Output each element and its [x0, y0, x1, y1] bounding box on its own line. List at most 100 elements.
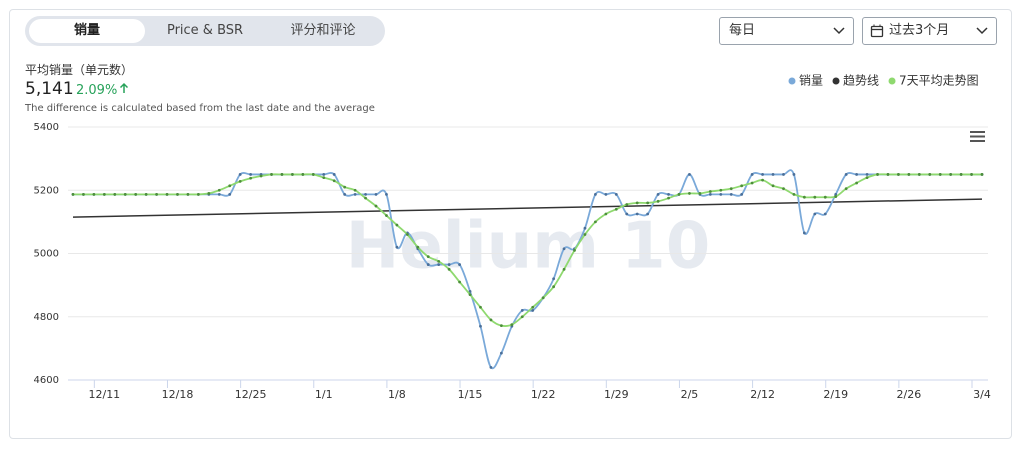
chevron	[833, 27, 845, 35]
point	[980, 173, 984, 176]
chevron	[976, 27, 988, 35]
point	[897, 173, 900, 176]
point	[771, 173, 775, 176]
point	[447, 263, 451, 266]
point	[217, 188, 221, 192]
x-tick-label: 2/19	[823, 388, 848, 401]
point	[813, 195, 817, 199]
point	[479, 305, 482, 309]
point	[322, 173, 326, 176]
point	[594, 192, 597, 196]
point	[844, 187, 848, 191]
up-arrow	[120, 82, 129, 93]
point	[886, 173, 890, 176]
point	[614, 207, 618, 211]
point	[604, 212, 608, 216]
x-tick-label: 2/26	[897, 388, 922, 401]
tab-bar: 销量 Price & BSR 评分和评论	[25, 16, 385, 46]
summary-note: The difference is calculated based from …	[25, 103, 375, 114]
point	[332, 173, 336, 176]
point	[865, 173, 869, 176]
point	[834, 195, 838, 198]
point	[855, 173, 859, 176]
change-text: 2.09%	[76, 83, 118, 98]
point	[750, 181, 754, 185]
point	[771, 184, 775, 188]
tab[interactable]: 评分和评论	[290, 23, 356, 38]
point	[844, 173, 848, 176]
legend-swatch	[888, 77, 896, 85]
x-tick-label: 12/18	[162, 388, 194, 401]
point	[823, 195, 827, 199]
point	[541, 296, 545, 300]
point	[855, 181, 859, 185]
point	[635, 201, 639, 205]
range-dropdown[interactable]: 过去3个月	[862, 17, 997, 45]
watermark: Helium 10	[346, 210, 710, 284]
point	[677, 192, 681, 196]
menu-icon[interactable]	[970, 131, 985, 142]
point	[374, 204, 378, 208]
y-tick-label: 5400	[34, 122, 59, 133]
point	[688, 173, 691, 176]
point	[343, 185, 347, 189]
point	[510, 323, 514, 327]
point	[280, 173, 284, 176]
point	[155, 192, 158, 196]
point	[458, 280, 461, 284]
summary-value: 5,141	[25, 79, 74, 99]
point	[416, 245, 420, 249]
point	[353, 188, 357, 192]
point	[834, 192, 838, 196]
point	[583, 233, 587, 236]
point	[531, 305, 535, 309]
point	[583, 226, 587, 230]
point	[740, 184, 744, 188]
point	[123, 192, 127, 196]
legend-label: 销量	[799, 74, 823, 88]
point	[740, 192, 744, 196]
point	[782, 173, 785, 176]
dropdown-text: 过去3个月	[889, 23, 950, 38]
x-tick-label: 1/15	[458, 388, 483, 401]
point	[792, 173, 796, 176]
point	[468, 290, 472, 293]
tab[interactable]: Price & BSR	[166, 23, 244, 38]
tab[interactable]: 销量	[29, 19, 145, 43]
point	[395, 223, 399, 227]
point	[374, 192, 378, 196]
point	[468, 293, 472, 297]
panel	[9, 9, 1012, 439]
point	[301, 173, 305, 176]
point	[646, 201, 650, 205]
point	[614, 192, 618, 196]
point	[176, 192, 179, 196]
trend-line	[72, 198, 983, 218]
point	[165, 192, 169, 196]
point	[364, 192, 367, 196]
point	[688, 192, 691, 195]
point	[635, 212, 639, 216]
series-line	[73, 169, 982, 370]
period-dropdown[interactable]: 每日	[719, 17, 854, 45]
calendar-icon	[870, 24, 884, 38]
point	[938, 173, 942, 176]
point	[228, 192, 232, 196]
point	[291, 173, 294, 176]
y-tick-label: 5200	[34, 185, 59, 196]
y-tick-label: 4800	[34, 312, 59, 323]
point	[719, 192, 723, 196]
point	[750, 173, 754, 176]
point	[823, 212, 827, 216]
point	[625, 203, 629, 206]
point	[113, 192, 117, 196]
point	[447, 267, 451, 271]
point	[102, 192, 106, 196]
point	[646, 212, 650, 216]
point	[353, 192, 357, 196]
point	[134, 192, 138, 196]
point	[385, 214, 388, 217]
x-tick-label: 2/5	[681, 388, 699, 401]
legend-label: 趋势线	[843, 74, 879, 88]
